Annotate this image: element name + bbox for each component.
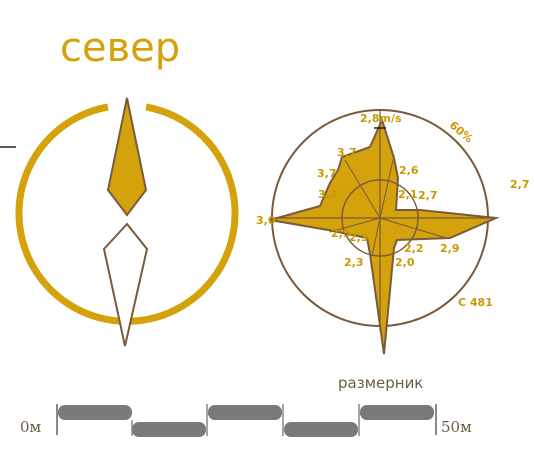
label-60-percent: 60%	[447, 119, 476, 146]
wind-rose-radial-1	[344, 159, 381, 219]
scale-bar	[56, 404, 437, 437]
scale-segment-5	[360, 405, 434, 420]
label-2-5: 2,5	[331, 227, 351, 240]
wind-rose-shape	[269, 117, 500, 355]
label-2-1: 2,1	[398, 188, 418, 201]
label-3-0: 3,0	[256, 214, 276, 227]
label-3-7-left: 3,7	[317, 167, 337, 180]
label-2-7-inner: 2,7	[418, 189, 438, 202]
label-3-3: 3,3	[318, 188, 338, 201]
compass-north-needle	[106, 97, 148, 217]
label-2-6: 2,6	[399, 164, 419, 177]
label-2-3-inner: 2,3	[349, 231, 369, 244]
label-2-0: 2,0	[395, 256, 415, 269]
scale-end-label: 50м	[441, 418, 472, 436]
label-2-3-lower: 2,3	[344, 256, 364, 269]
label-2-8-ms: 2,8m/s	[360, 112, 402, 125]
label-2-2: 2,2	[404, 242, 424, 255]
compass	[0, 97, 239, 347]
scale-start-label: 0м	[20, 418, 42, 436]
scale-segment-2	[132, 422, 206, 437]
scale-segment-1	[58, 405, 132, 420]
wind-rose-radial-3	[379, 217, 447, 239]
scale-segment-4	[284, 422, 358, 437]
wind-rose-radial-2	[379, 159, 394, 219]
wind-rose: 2,8m/s 60% 3,7 3,7 2,6 3,3 2,1 2,7 2,7 3…	[256, 109, 530, 355]
label-2-7-outer: 2,7	[510, 178, 530, 191]
wind-rose-radial-4	[371, 217, 381, 257]
compass-south-needle	[102, 222, 149, 347]
label-2-9: 2,9	[440, 242, 460, 255]
label-3-7-upper: 3,7	[337, 146, 357, 159]
scale-segment-3	[208, 405, 282, 420]
label-c-481: C 481	[458, 296, 493, 309]
scale-caption: размерник	[338, 374, 424, 392]
north-title: север	[60, 25, 181, 71]
wind-rose-radial-5	[329, 217, 381, 233]
